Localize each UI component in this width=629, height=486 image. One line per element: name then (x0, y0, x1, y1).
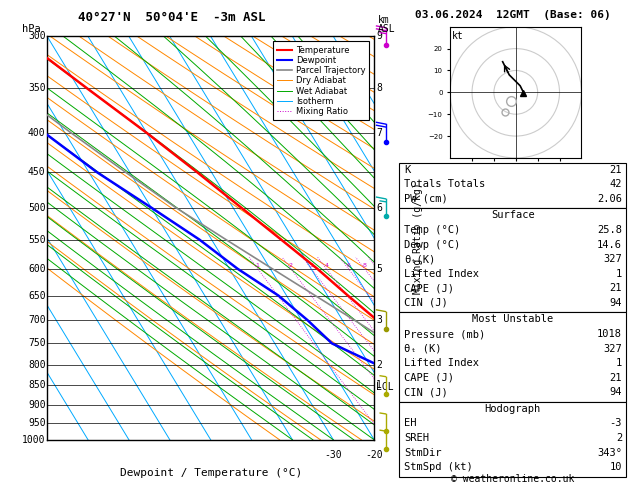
Text: 21: 21 (610, 165, 622, 175)
Text: θₜ (K): θₜ (K) (404, 344, 442, 354)
Text: 8: 8 (376, 83, 382, 93)
Text: Dewp (°C): Dewp (°C) (404, 240, 460, 250)
Text: 6: 6 (376, 203, 382, 212)
Text: 40°27'N  50°04'E  -3m ASL: 40°27'N 50°04'E -3m ASL (78, 11, 265, 24)
Text: Temp (°C): Temp (°C) (404, 225, 460, 235)
Text: 800: 800 (28, 360, 45, 370)
Text: CIN (J): CIN (J) (404, 387, 448, 398)
Text: 10: 10 (610, 462, 622, 472)
Text: 300: 300 (28, 32, 45, 41)
Text: K: K (404, 165, 411, 175)
Text: 42: 42 (610, 179, 622, 190)
Text: 9: 9 (376, 32, 382, 41)
Text: 25.8: 25.8 (597, 225, 622, 235)
Text: Surface: Surface (491, 210, 535, 221)
Text: hPa: hPa (22, 24, 41, 34)
Text: 2: 2 (376, 360, 382, 370)
Text: 900: 900 (28, 399, 45, 410)
Text: 700: 700 (28, 315, 45, 325)
Text: -20: -20 (365, 450, 383, 460)
Text: 1: 1 (256, 263, 260, 268)
Text: 8: 8 (362, 263, 367, 268)
Text: 3: 3 (376, 315, 382, 325)
Text: 2: 2 (616, 433, 622, 443)
Text: 500: 500 (28, 203, 45, 212)
Text: Most Unstable: Most Unstable (472, 314, 554, 325)
Text: 850: 850 (28, 381, 45, 390)
Text: 350: 350 (28, 83, 45, 93)
Text: 2: 2 (289, 263, 292, 268)
Text: 400: 400 (28, 128, 45, 138)
Text: 327: 327 (603, 254, 622, 264)
Text: CAPE (J): CAPE (J) (404, 373, 454, 383)
Text: 3: 3 (309, 263, 313, 268)
Text: Lifted Index: Lifted Index (404, 269, 479, 279)
Text: Hodograph: Hodograph (484, 404, 541, 414)
Text: Pressure (mb): Pressure (mb) (404, 329, 486, 339)
Text: 650: 650 (28, 291, 45, 300)
Text: 5: 5 (376, 264, 382, 274)
Text: 94: 94 (610, 387, 622, 398)
Text: 327: 327 (603, 344, 622, 354)
Text: km
ASL: km ASL (377, 15, 395, 34)
Text: 7: 7 (376, 128, 382, 138)
Text: 94: 94 (610, 298, 622, 308)
Legend: Temperature, Dewpoint, Parcel Trajectory, Dry Adiabat, Wet Adiabat, Isotherm, Mi: Temperature, Dewpoint, Parcel Trajectory… (273, 41, 369, 120)
Text: Lifted Index: Lifted Index (404, 358, 479, 368)
Text: 1000: 1000 (22, 435, 45, 445)
Text: 03.06.2024  12GMT  (Base: 06): 03.06.2024 12GMT (Base: 06) (415, 10, 611, 20)
Text: Mixing Ratio (g/kg): Mixing Ratio (g/kg) (413, 182, 423, 294)
Text: © weatheronline.co.uk: © weatheronline.co.uk (451, 473, 574, 484)
Text: EH: EH (404, 418, 417, 429)
Text: -3: -3 (610, 418, 622, 429)
Text: CIN (J): CIN (J) (404, 298, 448, 308)
Text: 343°: 343° (597, 448, 622, 458)
Text: 1: 1 (376, 381, 382, 390)
Text: 1: 1 (616, 358, 622, 368)
Text: 2.06: 2.06 (597, 194, 622, 204)
Text: θₜ(K): θₜ(K) (404, 254, 436, 264)
Text: 450: 450 (28, 167, 45, 177)
Text: LCL: LCL (376, 382, 394, 392)
Text: kt: kt (452, 31, 464, 41)
Text: SREH: SREH (404, 433, 430, 443)
Text: PW (cm): PW (cm) (404, 194, 448, 204)
Text: 6: 6 (347, 263, 350, 268)
Text: 21: 21 (610, 283, 622, 294)
Text: StmDir: StmDir (404, 448, 442, 458)
Text: 550: 550 (28, 235, 45, 244)
Text: Totals Totals: Totals Totals (404, 179, 486, 190)
Text: 1018: 1018 (597, 329, 622, 339)
Text: -30: -30 (325, 450, 342, 460)
Text: StmSpd (kt): StmSpd (kt) (404, 462, 473, 472)
Text: 14.6: 14.6 (597, 240, 622, 250)
Text: 21: 21 (610, 373, 622, 383)
Text: CAPE (J): CAPE (J) (404, 283, 454, 294)
Text: 4: 4 (325, 263, 328, 268)
Text: Dewpoint / Temperature (°C): Dewpoint / Temperature (°C) (120, 468, 302, 478)
Text: 600: 600 (28, 264, 45, 274)
Text: 950: 950 (28, 417, 45, 428)
Text: 750: 750 (28, 338, 45, 348)
Text: 1: 1 (616, 269, 622, 279)
